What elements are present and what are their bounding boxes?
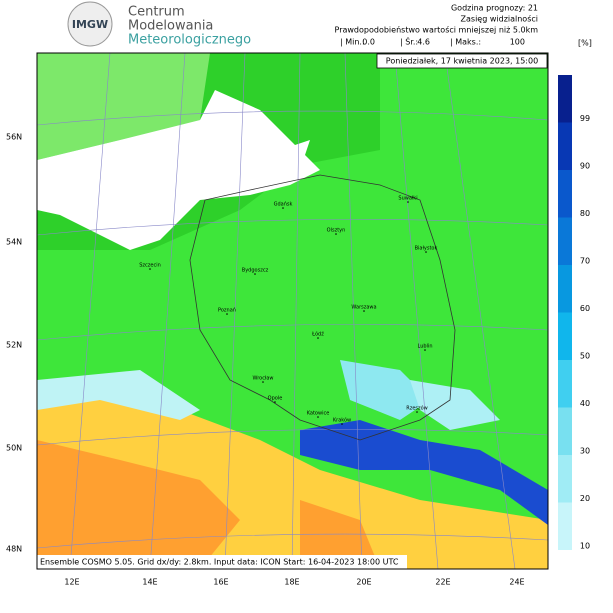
city-dot — [335, 233, 337, 235]
stat-value: 100 — [510, 38, 525, 47]
date-box — [376, 53, 548, 69]
org-line: Meteorologicznego — [128, 33, 251, 48]
colorbar-segment — [558, 407, 572, 455]
city-dot — [425, 251, 427, 253]
city-dot — [317, 416, 319, 418]
city-dot — [317, 337, 319, 339]
lon-label: 22E — [435, 578, 450, 587]
lon-label: 16E — [213, 578, 228, 587]
colorbar-label: 80 — [580, 209, 590, 218]
city-label: Warszawa — [351, 305, 376, 311]
colorbar-label: 30 — [580, 447, 590, 456]
colorbar-segment — [558, 502, 572, 550]
map-frame — [36, 52, 549, 570]
city-dot — [416, 411, 418, 413]
stat-label: | Maks.: — [450, 38, 481, 47]
colorbar-segment — [558, 312, 572, 360]
colorbar-segment — [558, 122, 572, 170]
logo: IMGW — [67, 1, 113, 47]
city-label: Kraków — [333, 417, 351, 424]
description: Prawdopodobieństwo wartości mniejszej ni… — [335, 25, 539, 35]
org-line: Centrum — [128, 5, 185, 20]
colorbar-segment — [558, 170, 572, 218]
forecast-hour: Godzina prognozy: 21 — [451, 4, 538, 13]
city-dot — [226, 313, 228, 315]
colorbar-label: 40 — [580, 399, 590, 408]
city-dot — [424, 349, 426, 351]
city-dot — [363, 310, 365, 312]
lon-label: 20E — [356, 578, 371, 587]
date: Poniedziałek, 17 kwietnia 2023, 15:00 — [386, 57, 538, 66]
lat-label: 56N — [6, 133, 22, 142]
lon-label: 24E — [509, 578, 524, 587]
colorbar-label: 10 — [580, 542, 590, 551]
city-label: Szczecin — [139, 263, 161, 269]
city-label: Gdańsk — [274, 201, 293, 208]
lat-label: 54N — [6, 238, 22, 247]
colorbar-label: 60 — [580, 304, 590, 313]
lon-label: 18E — [284, 578, 299, 587]
city-dot — [341, 423, 343, 425]
stat-value: 0.0 — [362, 38, 375, 47]
colorbar-label: 50 — [580, 352, 590, 361]
city-label: Rzeszów — [406, 405, 428, 412]
lon-label: 12E — [64, 578, 79, 587]
colorbar-segment — [558, 217, 572, 265]
colorbar-segment — [558, 265, 572, 313]
footer-bg — [37, 555, 407, 569]
colorbar-segment — [558, 455, 572, 503]
city-label: Lublin — [418, 344, 433, 350]
lat-label: 52N — [6, 341, 22, 350]
org-line: Modelowania — [128, 19, 213, 34]
city-label: Bydgoszcz — [242, 268, 269, 274]
city-label: Wrocław — [252, 376, 273, 382]
colorbar-label: 90 — [580, 162, 590, 171]
city-label: Suwałki — [398, 196, 417, 202]
city-label: Poznań — [218, 307, 236, 314]
city-label: Białystok — [415, 246, 438, 252]
parameter: Zasięg widzialności — [461, 14, 538, 24]
city-label: Olsztyn — [327, 228, 346, 234]
logo-text: IMGW — [72, 18, 108, 31]
unit: [%] — [578, 39, 592, 48]
map — [36, 52, 549, 570]
lat-label: 48N — [6, 545, 22, 554]
stat-label: | Min.: — [340, 38, 365, 47]
stat-label: | Śr.: — [400, 36, 418, 47]
colorbar-segment — [558, 360, 572, 408]
lon-label: 14E — [142, 578, 157, 587]
city-label: Łódź — [311, 331, 324, 338]
colorbar-label: 20 — [580, 494, 590, 503]
city-label: Katowice — [307, 411, 330, 417]
lat-label: 50N — [6, 444, 22, 453]
city-dot — [262, 381, 264, 383]
city-dot — [407, 201, 409, 203]
stat-value: 4.6 — [417, 38, 430, 47]
colorbar-label: 99 — [580, 114, 590, 123]
city-dot — [282, 207, 284, 209]
city-label: Opole — [268, 396, 283, 402]
city-dot — [274, 401, 276, 403]
footer: Ensemble COSMO 5.05. Grid dx/dy: 2.8km. … — [40, 558, 399, 567]
colorbar-label: 70 — [580, 257, 590, 266]
city-dot — [149, 268, 151, 270]
city-dot — [254, 273, 256, 275]
colorbar-segment — [558, 75, 572, 123]
